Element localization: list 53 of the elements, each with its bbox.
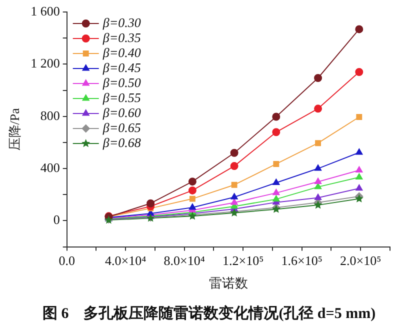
x-tick-label: 1.6×10⁵ — [281, 253, 322, 268]
point — [356, 184, 363, 191]
point — [272, 195, 280, 202]
legend-label: β=0.65 — [102, 120, 142, 135]
point — [314, 178, 322, 184]
point — [356, 114, 362, 120]
legend-label: β=0.55 — [102, 90, 142, 105]
legend-label: β=0.40 — [102, 44, 142, 60]
point — [231, 182, 238, 188]
y-tick-label: 1 200 — [30, 56, 60, 71]
point — [230, 148, 238, 157]
point — [314, 194, 322, 200]
point — [146, 199, 155, 208]
y-tick-label: 800 — [40, 108, 60, 123]
x-axis-title: 雷诺数 — [208, 276, 248, 291]
point — [188, 204, 196, 210]
y-tick-label: 0 — [53, 212, 60, 228]
point — [272, 178, 280, 185]
legend-label: β=0.30 — [102, 14, 142, 30]
point — [188, 186, 196, 194]
y-axis-title: 压降/Pa — [7, 108, 22, 151]
point — [230, 162, 238, 170]
point — [188, 178, 196, 186]
text: 图 6 多孔板压降随雷诺数变化情况(孔径 d=5 mm) — [41, 304, 377, 323]
point — [272, 112, 280, 121]
y-tick-label: 400 — [40, 160, 60, 175]
point — [356, 148, 363, 155]
y-tick-label: 1 600 — [30, 3, 60, 18]
point — [314, 200, 322, 209]
point — [355, 25, 364, 34]
point — [355, 68, 364, 76]
point — [314, 164, 322, 171]
point — [314, 104, 322, 113]
point — [189, 196, 196, 202]
point — [230, 198, 238, 205]
point — [272, 128, 280, 136]
legend-label: β=0.35 — [102, 30, 142, 45]
legend-label: β=0.50 — [102, 74, 142, 90]
point — [356, 166, 363, 172]
legend-label: β=0.68 — [102, 134, 142, 150]
point — [272, 188, 280, 196]
point — [356, 173, 363, 180]
point — [315, 140, 321, 146]
point — [230, 193, 238, 200]
legend-label: β=0.60 — [102, 104, 142, 120]
point — [314, 74, 322, 82]
x-tick-label: 0.0 — [58, 253, 75, 268]
x-tick-label: 2.0×10⁵ — [340, 253, 382, 268]
x-tick-label: 8.0×10⁴ — [164, 253, 206, 268]
x-tick-label: 4.0×10⁴ — [105, 253, 147, 268]
x-tick-label: 1.2×10⁵ — [222, 253, 264, 268]
point — [273, 160, 280, 167]
legend-label: β=0.45 — [102, 60, 142, 75]
